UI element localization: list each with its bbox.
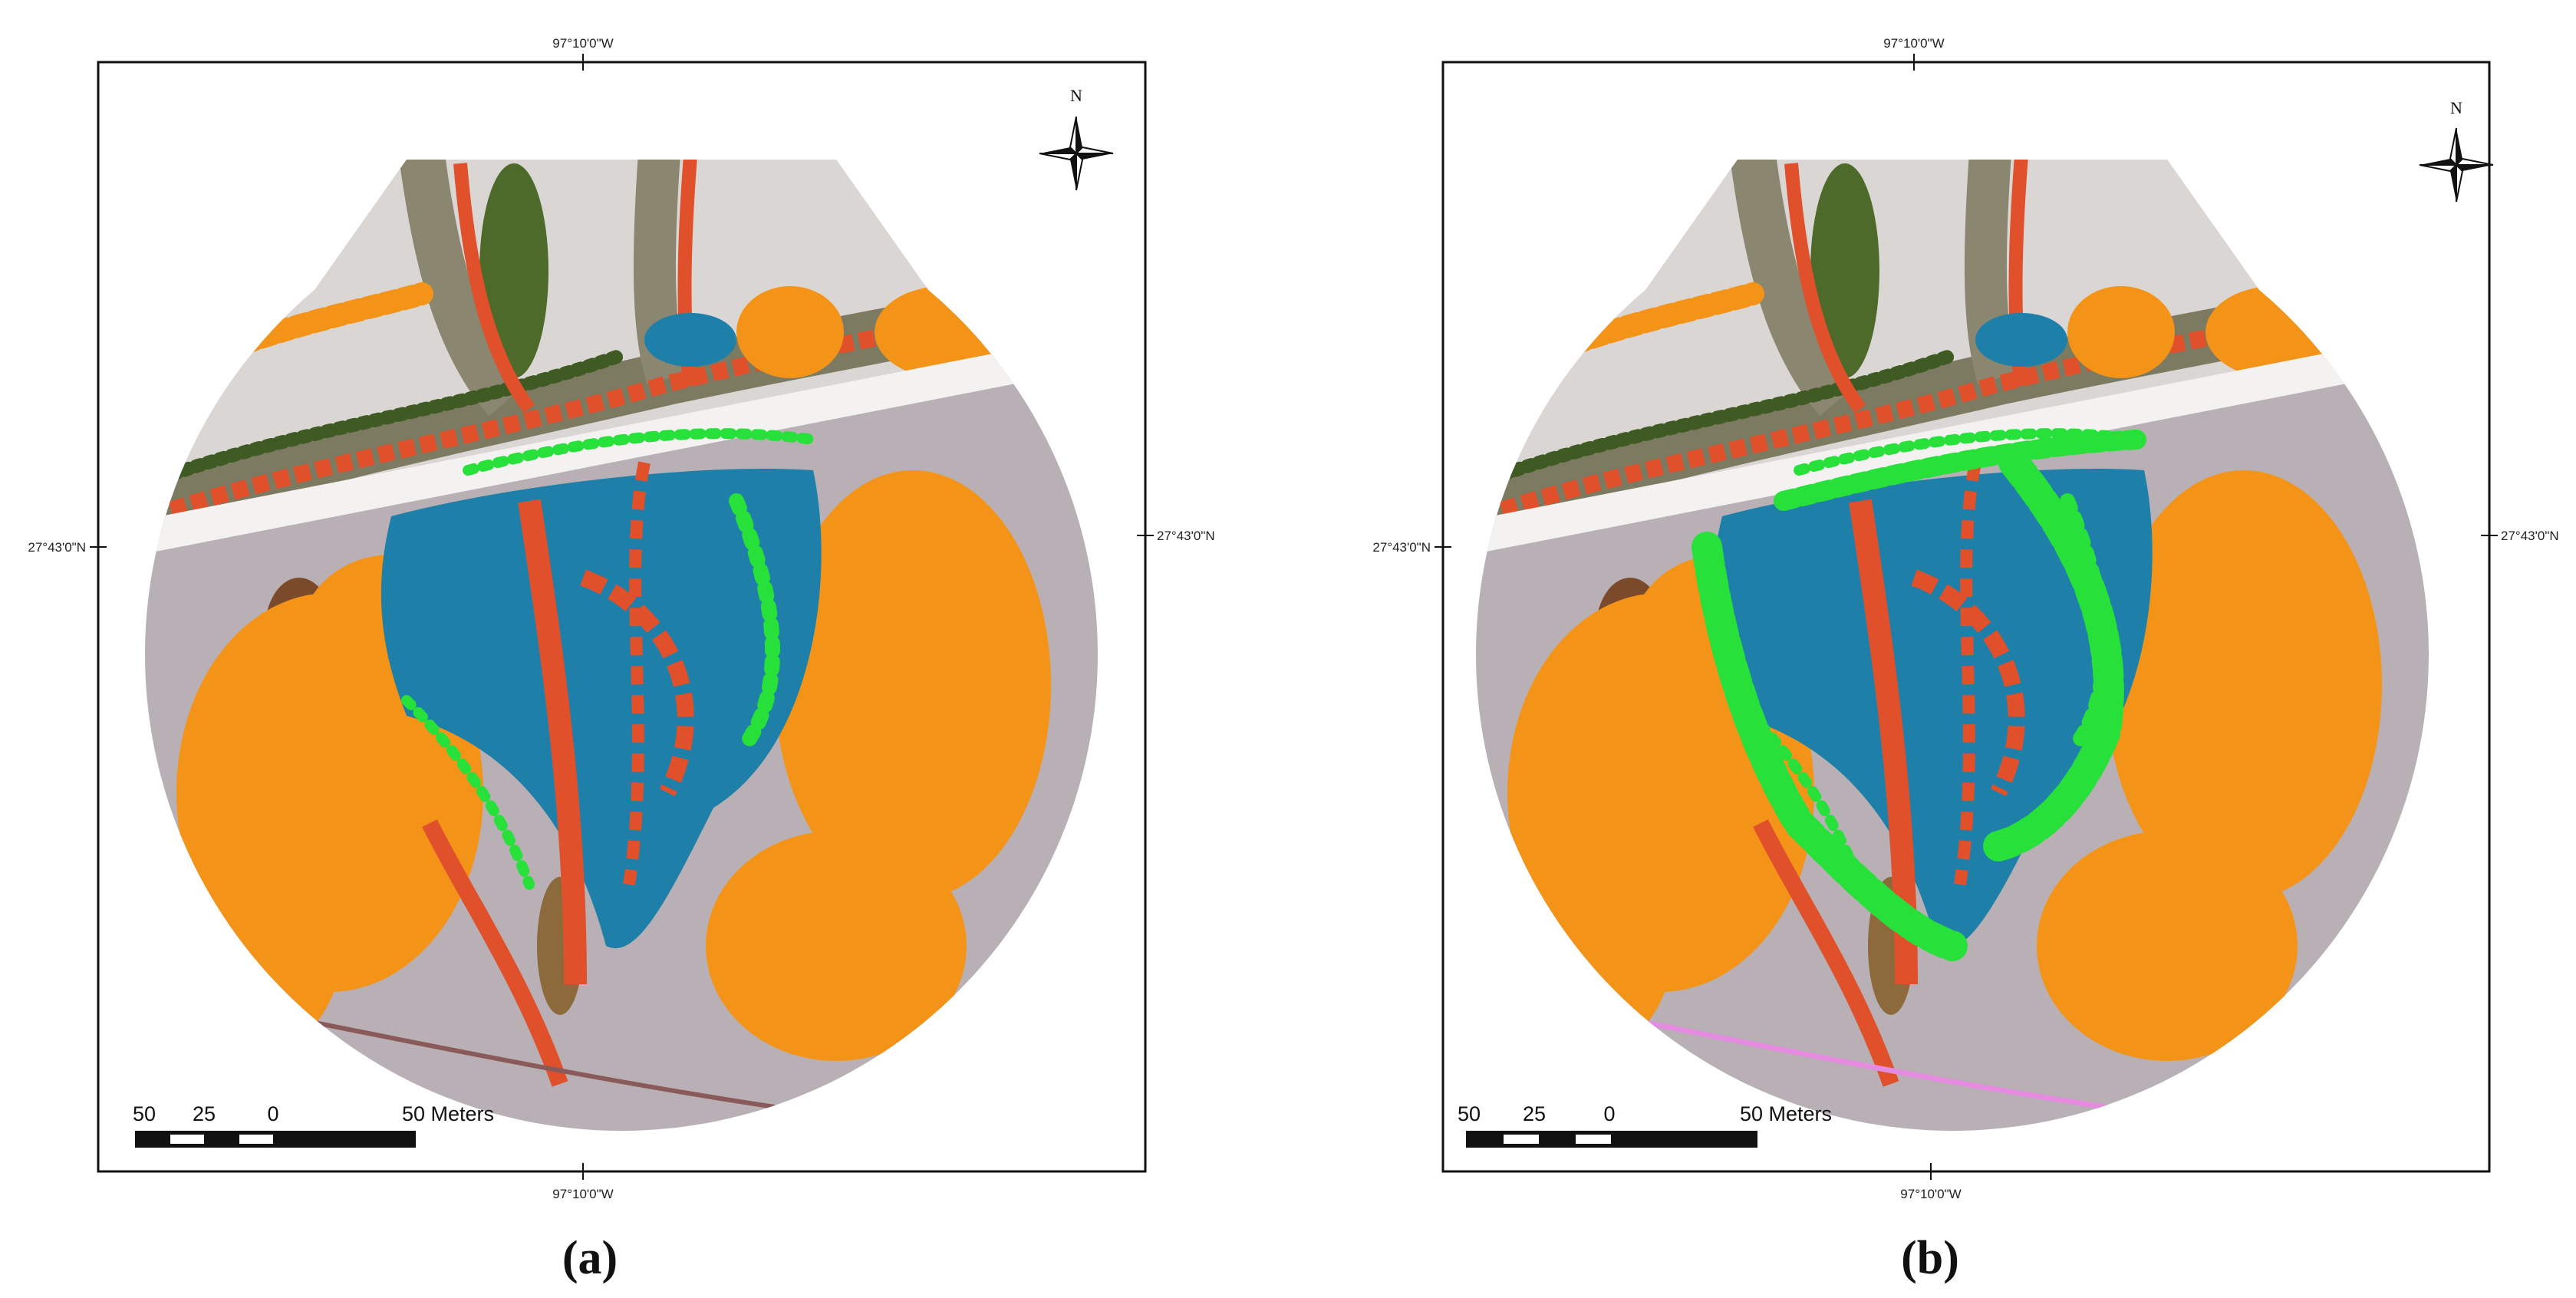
bottom-coordinate: 97°10'0"W bbox=[552, 1187, 613, 1201]
scale-bar: 50 25 0 50 Meters bbox=[133, 1102, 494, 1148]
right-coordinate: 27°43'0"N bbox=[1157, 529, 1215, 543]
top-coordinate: 97°10'0"W bbox=[1883, 36, 1944, 51]
scale-bar: 50 25 0 50 Meters bbox=[1458, 1102, 1832, 1148]
map-image bbox=[84, 117, 1158, 1191]
panel-label: (b) bbox=[1901, 1232, 1959, 1284]
scale-label: 25 bbox=[193, 1102, 216, 1125]
panel-a: N 97°10'0"W 97°10'0"W 27°43'0"N 27°43'0"… bbox=[28, 36, 1214, 1284]
north-arrow bbox=[2419, 127, 2494, 203]
left-coordinate: 27°43'0"N bbox=[1372, 540, 1431, 555]
scale-label: 0 bbox=[267, 1102, 278, 1125]
left-coordinate: 27°43'0"N bbox=[28, 540, 86, 555]
north-arrow bbox=[1039, 116, 1114, 191]
right-coordinate: 27°43'0"N bbox=[2501, 529, 2559, 543]
top-coordinate: 97°10'0"W bbox=[552, 36, 613, 51]
north-label: N bbox=[1070, 86, 1082, 105]
scale-label: 50 bbox=[1458, 1102, 1481, 1125]
map-frame bbox=[1441, 61, 2491, 1173]
map-frame bbox=[97, 61, 1147, 1173]
panel-b: N 97°10'0"W 97°10'0"W 27°43'0"N 27°43'0"… bbox=[1372, 36, 2558, 1284]
north-label: N bbox=[2450, 98, 2462, 117]
panel-label: (a) bbox=[562, 1232, 618, 1284]
scale-label: 25 bbox=[1523, 1102, 1546, 1125]
scale-label: 50 Meters bbox=[402, 1102, 494, 1125]
map-image bbox=[1415, 117, 2489, 1191]
scale-label: 50 Meters bbox=[1740, 1102, 1832, 1125]
scale-label: 50 bbox=[133, 1102, 156, 1125]
bottom-coordinate: 97°10'0"W bbox=[1900, 1187, 1961, 1201]
scale-label: 0 bbox=[1603, 1102, 1615, 1125]
